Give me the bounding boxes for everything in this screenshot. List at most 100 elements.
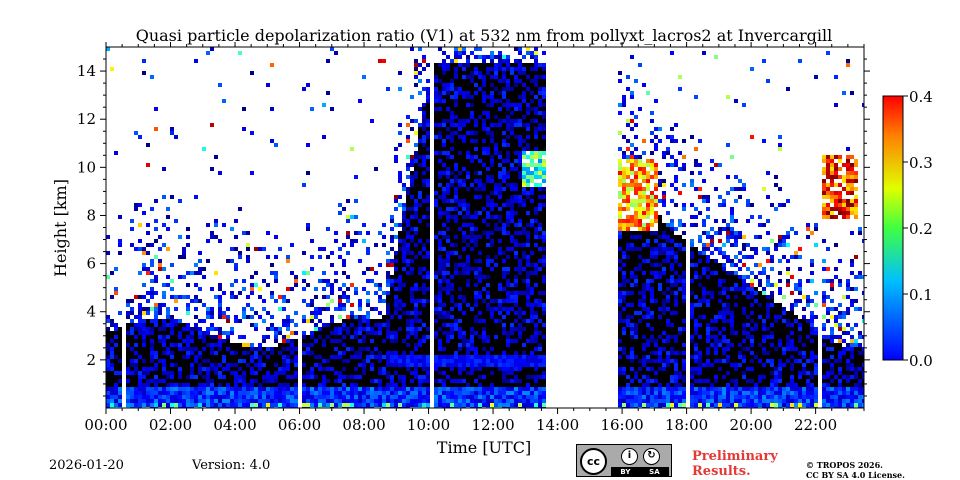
heatmap-cell bbox=[290, 403, 294, 407]
heatmap-cell bbox=[530, 199, 534, 203]
heatmap-cell bbox=[510, 203, 514, 207]
heatmap-cell bbox=[410, 279, 414, 283]
heatmap-cell bbox=[490, 123, 494, 127]
heatmap-cell bbox=[274, 255, 278, 259]
heatmap-cell bbox=[494, 335, 498, 339]
heatmap-cell bbox=[246, 399, 250, 403]
heatmap-cell bbox=[366, 323, 370, 327]
heatmap-cell bbox=[518, 179, 522, 183]
heatmap-cell bbox=[446, 91, 450, 95]
heatmap-cell bbox=[514, 83, 518, 87]
heatmap-cell bbox=[222, 311, 226, 315]
heatmap-cell bbox=[402, 395, 406, 399]
heatmap-cell bbox=[482, 383, 486, 387]
heatmap-cell bbox=[358, 363, 362, 367]
heatmap-cell bbox=[454, 263, 458, 267]
heatmap-cell bbox=[478, 147, 482, 151]
heatmap-cell bbox=[538, 347, 542, 351]
heatmap-cell bbox=[490, 379, 494, 383]
heatmap-cell bbox=[426, 143, 430, 147]
heatmap-cell bbox=[510, 311, 514, 315]
heatmap-cell bbox=[538, 183, 542, 187]
heatmap-cell bbox=[194, 331, 198, 335]
heatmap-cell bbox=[418, 395, 422, 399]
heatmap-cell bbox=[354, 199, 358, 203]
heatmap-cell bbox=[506, 271, 510, 275]
heatmap-cell bbox=[478, 339, 482, 343]
heatmap-cell bbox=[366, 251, 370, 255]
heatmap-cell bbox=[530, 75, 534, 79]
heatmap-cell bbox=[402, 267, 406, 271]
heatmap-cell bbox=[454, 131, 458, 135]
heatmap-cell bbox=[530, 219, 534, 223]
heatmap-cell bbox=[446, 147, 450, 151]
heatmap-cell bbox=[386, 355, 390, 359]
heatmap-cell bbox=[306, 371, 310, 375]
heatmap-cell bbox=[350, 327, 354, 331]
heatmap-cell bbox=[438, 299, 442, 303]
heatmap-cell bbox=[398, 255, 402, 259]
heatmap-cell bbox=[130, 403, 134, 407]
heatmap-cell bbox=[326, 379, 330, 383]
heatmap-cell bbox=[462, 91, 466, 95]
heatmap-cell bbox=[266, 399, 270, 403]
heatmap-cell bbox=[474, 147, 478, 151]
heatmap-cell bbox=[438, 371, 442, 375]
heatmap-cell bbox=[138, 359, 142, 363]
heatmap-cell bbox=[462, 247, 466, 251]
heatmap-cell bbox=[170, 363, 174, 367]
heatmap-cell bbox=[470, 195, 474, 199]
heatmap-cell bbox=[538, 235, 542, 239]
heatmap-cell bbox=[518, 283, 522, 287]
heatmap-cell bbox=[450, 191, 454, 195]
heatmap-cell bbox=[410, 383, 414, 387]
heatmap-cell bbox=[406, 203, 410, 207]
heatmap-cell bbox=[274, 335, 278, 339]
heatmap-cell bbox=[482, 187, 486, 191]
heatmap-cell bbox=[522, 315, 526, 319]
heatmap-cell bbox=[530, 111, 534, 115]
heatmap-cell bbox=[198, 371, 202, 375]
heatmap-cell bbox=[294, 367, 298, 371]
heatmap-cell bbox=[242, 371, 246, 375]
heatmap-cell bbox=[414, 291, 418, 295]
heatmap-cell bbox=[454, 335, 458, 339]
heatmap-cell bbox=[126, 383, 130, 387]
heatmap-cell bbox=[510, 219, 514, 223]
heatmap-cell bbox=[326, 403, 330, 407]
heatmap-cell bbox=[530, 179, 534, 183]
heatmap-cell bbox=[218, 391, 222, 395]
heatmap-cell bbox=[438, 239, 442, 243]
heatmap-cell bbox=[494, 319, 498, 323]
heatmap-cell bbox=[462, 67, 466, 71]
heatmap-cell bbox=[182, 359, 186, 363]
heatmap-cell bbox=[502, 331, 506, 335]
heatmap-cell bbox=[410, 311, 414, 315]
heatmap-cell bbox=[142, 351, 146, 355]
heatmap-cell bbox=[510, 115, 514, 119]
heatmap-cell bbox=[146, 143, 150, 147]
heatmap-cell bbox=[386, 319, 390, 323]
heatmap-cell bbox=[402, 307, 406, 311]
heatmap-cell bbox=[462, 131, 466, 135]
heatmap-cell bbox=[498, 159, 502, 163]
heatmap-cell bbox=[226, 343, 230, 347]
heatmap-cell bbox=[326, 295, 330, 299]
heatmap-cell bbox=[426, 299, 430, 303]
heatmap-cell bbox=[394, 223, 398, 227]
heatmap-cell bbox=[450, 303, 454, 307]
heatmap-cell bbox=[518, 379, 522, 383]
heatmap-cell bbox=[490, 403, 494, 407]
heatmap-cell bbox=[438, 111, 442, 115]
heatmap-cell bbox=[330, 287, 334, 291]
heatmap-cell bbox=[490, 351, 494, 355]
heatmap-cell bbox=[366, 387, 370, 391]
heatmap-cell bbox=[534, 323, 538, 327]
heatmap-cell bbox=[510, 399, 514, 403]
heatmap-cell bbox=[502, 319, 506, 323]
heatmap-cell bbox=[338, 375, 342, 379]
heatmap-cell bbox=[478, 395, 482, 399]
heatmap-cell bbox=[230, 375, 234, 379]
heatmap-cell bbox=[458, 387, 462, 391]
heatmap-cell bbox=[438, 255, 442, 259]
